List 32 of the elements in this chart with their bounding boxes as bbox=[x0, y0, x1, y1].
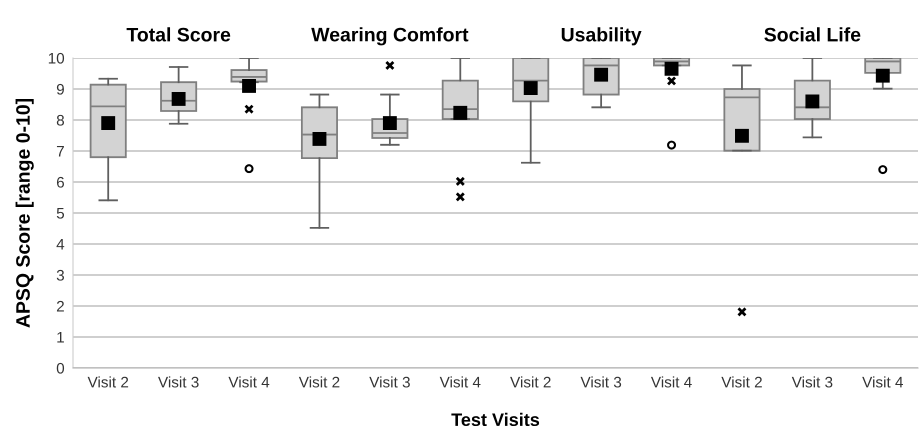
y-tick-label: 0 bbox=[56, 362, 64, 374]
text: Social Life bbox=[764, 27, 860, 42]
y-tick-label: 8 bbox=[56, 114, 64, 126]
x-tick-label: Visit 2 bbox=[298, 376, 340, 388]
x-tick-label: Visit 4 bbox=[650, 376, 692, 388]
x-axis-title: Test Visits bbox=[451, 412, 540, 426]
y-tick-label: 9 bbox=[56, 84, 64, 95]
y-tick-label: 1 bbox=[57, 332, 64, 343]
text: Usability bbox=[562, 27, 642, 46]
y-tick-label: 7 bbox=[56, 146, 64, 157]
text: Wearing Comfort bbox=[311, 27, 468, 46]
text: Total Score bbox=[126, 27, 230, 42]
x-tick-label: Visit 2 bbox=[510, 376, 551, 388]
point bbox=[244, 164, 254, 174]
point bbox=[667, 140, 676, 150]
x-tick-label: Visit 2 bbox=[721, 376, 762, 388]
y-tick-label: 2 bbox=[56, 300, 64, 312]
x-tick-label: Visit 4 bbox=[862, 376, 904, 388]
x-tick-label: Visit 2 bbox=[88, 376, 128, 388]
x-tick-label: Visit 3 bbox=[580, 376, 622, 388]
x-tick-label: Visit 3 bbox=[792, 376, 832, 388]
y-tick-label: 3 bbox=[56, 270, 64, 281]
x-tick-label: Visit 4 bbox=[440, 376, 481, 388]
y-tick-label: 4 bbox=[56, 239, 64, 250]
y-tick-label: 5 bbox=[56, 208, 64, 219]
point bbox=[878, 165, 888, 174]
y-tick-label: 10 bbox=[48, 52, 64, 64]
y-axis-title: APSQ Score [range 0-10] bbox=[16, 99, 34, 328]
y-tick-label: 6 bbox=[56, 176, 64, 188]
x-tick-label: Visit 4 bbox=[228, 376, 270, 388]
x-tick-label: Visit 3 bbox=[158, 376, 199, 388]
x-tick-label: Visit 3 bbox=[369, 376, 410, 388]
